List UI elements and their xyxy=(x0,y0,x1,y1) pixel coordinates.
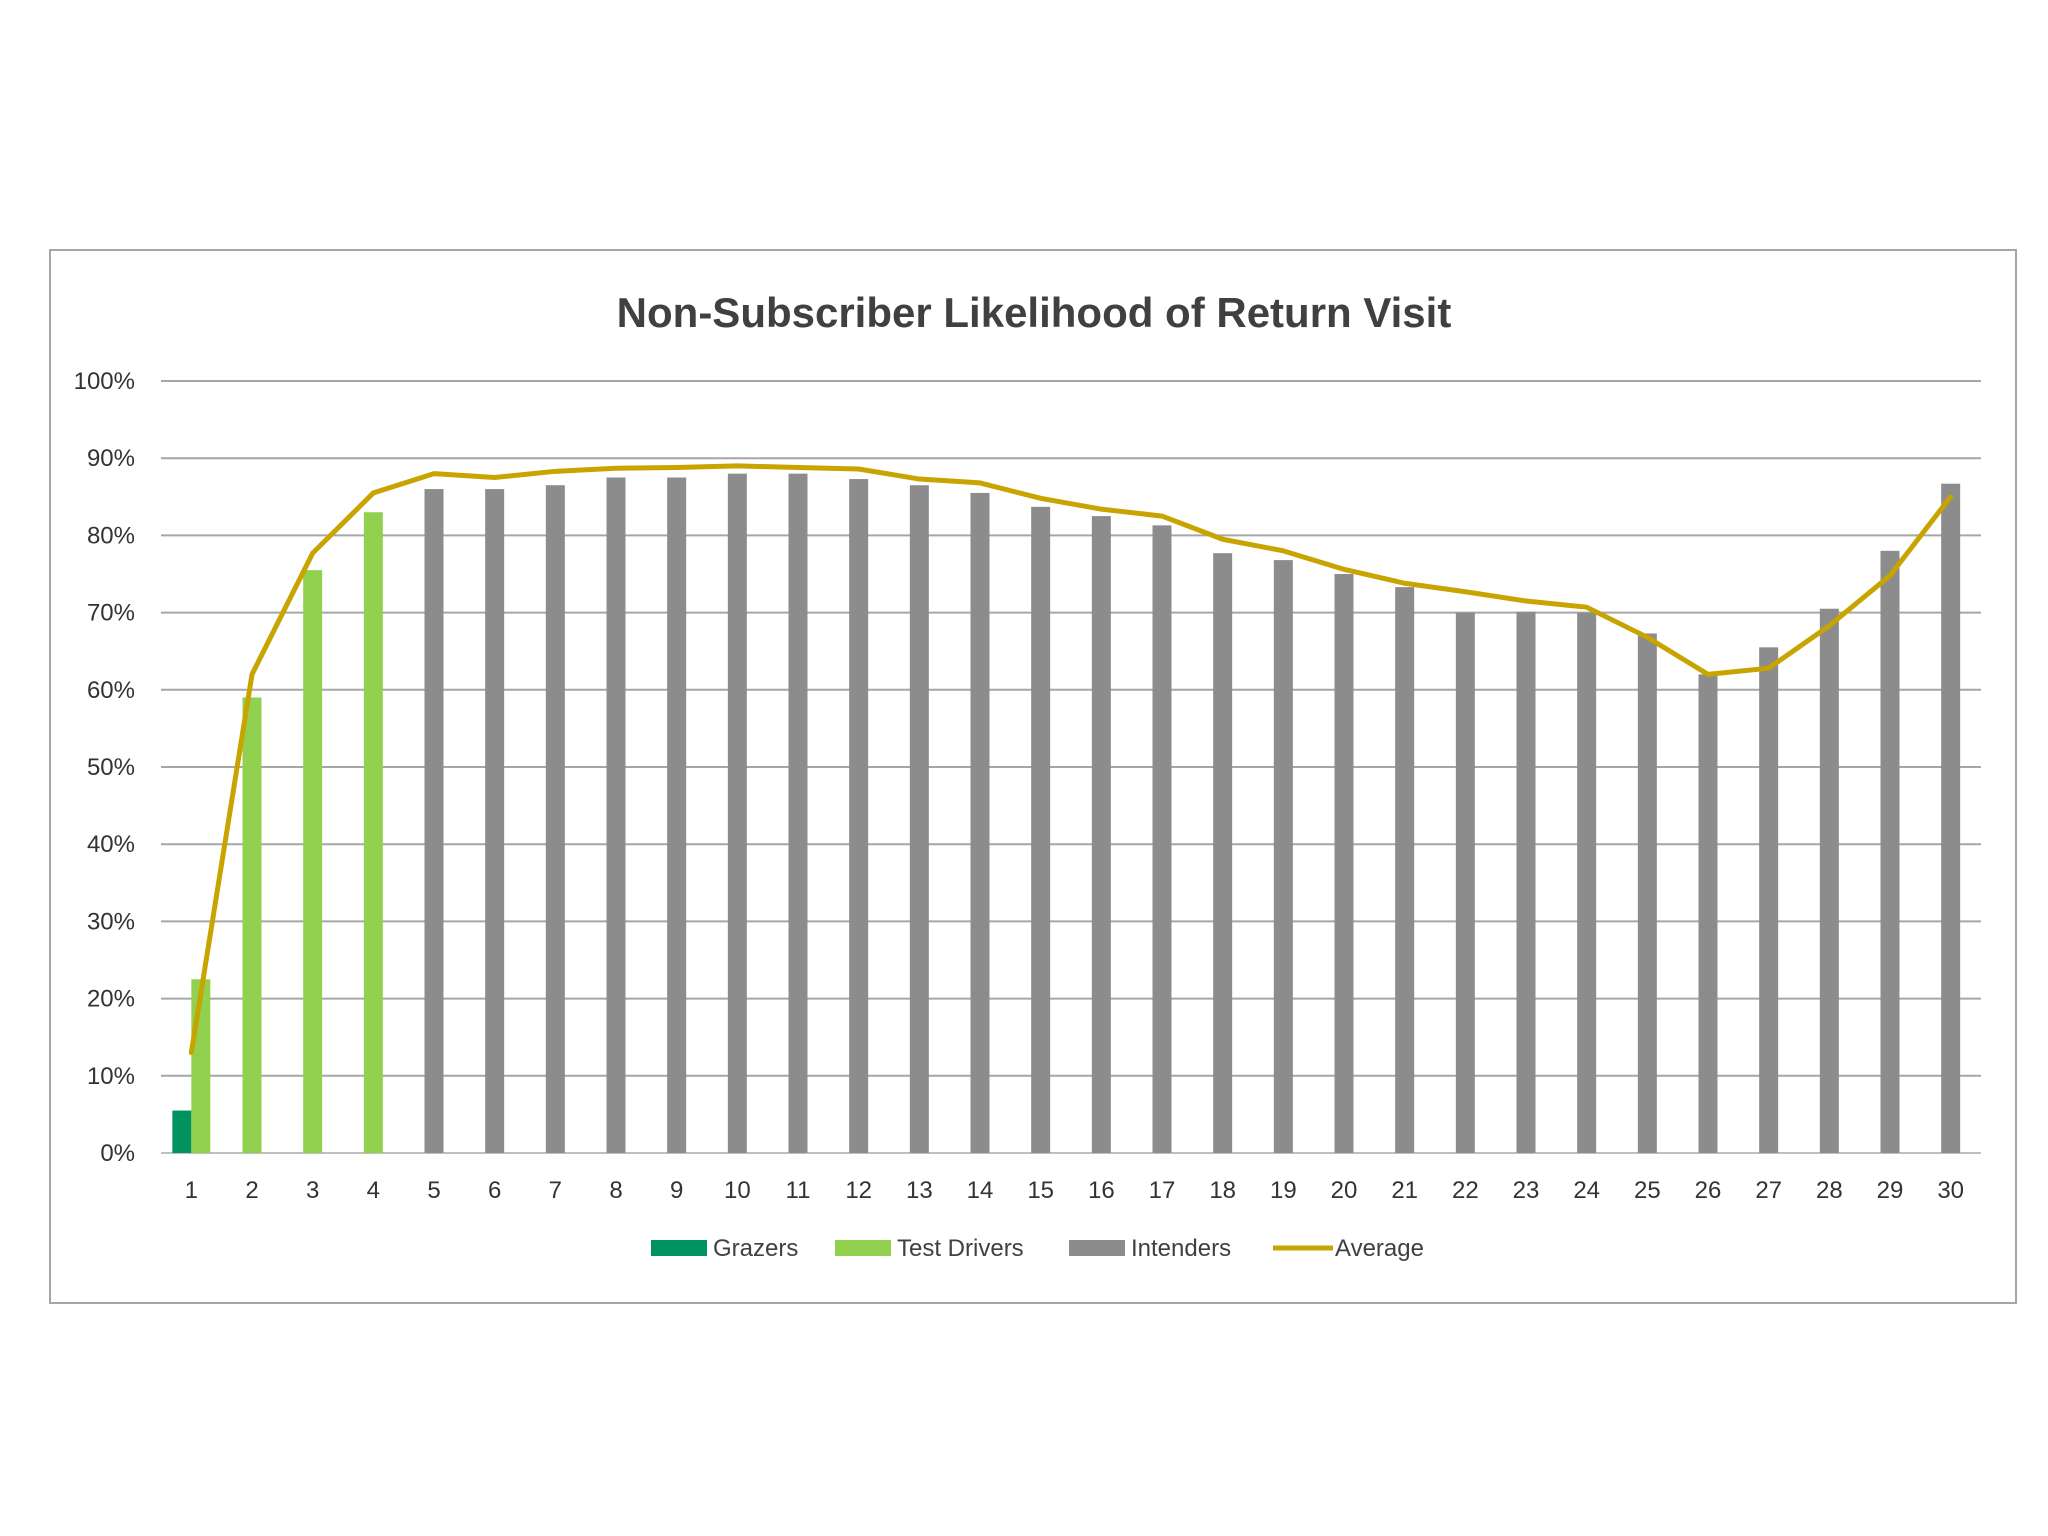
x-tick-label: 19 xyxy=(1270,1177,1297,1204)
x-tick-label: 12 xyxy=(845,1177,872,1204)
bar-intenders xyxy=(1819,608,1839,1153)
bar-intenders xyxy=(1455,612,1475,1153)
y-tick-label: 100% xyxy=(74,368,135,395)
legend-swatch-intenders xyxy=(1069,1240,1125,1256)
bar-intenders xyxy=(1941,483,1961,1153)
bar-intenders xyxy=(1577,612,1597,1153)
y-tick-label: 90% xyxy=(87,445,135,472)
x-tick-label: 30 xyxy=(1937,1177,1964,1204)
bar-test-drivers xyxy=(242,697,262,1153)
y-tick-label: 10% xyxy=(87,1063,135,1090)
x-tick-label: 27 xyxy=(1755,1177,1782,1204)
bar-intenders xyxy=(1698,674,1718,1153)
bar-intenders xyxy=(849,479,869,1153)
x-tick-label: 26 xyxy=(1695,1177,1722,1204)
x-tick-label: 18 xyxy=(1209,1177,1236,1204)
x-tick-label: 10 xyxy=(724,1177,751,1204)
x-tick-label: 4 xyxy=(367,1177,380,1204)
y-tick-label: 0% xyxy=(100,1140,135,1167)
bar-intenders xyxy=(970,492,990,1153)
x-tick-label: 6 xyxy=(488,1177,501,1204)
x-tick-label: 20 xyxy=(1331,1177,1358,1204)
chart-title: Non-Subscriber Likelihood of Return Visi… xyxy=(617,289,1452,336)
y-tick-label: 80% xyxy=(87,522,135,549)
legend-label: Intenders xyxy=(1131,1235,1231,1262)
x-tick-label: 1 xyxy=(185,1177,198,1204)
bar-test-drivers xyxy=(303,570,323,1153)
y-tick-label: 30% xyxy=(87,908,135,935)
x-tick-label: 8 xyxy=(609,1177,622,1204)
x-tick-label: 14 xyxy=(967,1177,994,1204)
y-tick-label: 20% xyxy=(87,986,135,1013)
legend-swatch-test-drivers xyxy=(835,1240,891,1256)
x-tick-label: 15 xyxy=(1027,1177,1054,1204)
x-tick-label: 7 xyxy=(549,1177,562,1204)
bar-intenders xyxy=(545,485,565,1154)
y-tick-label: 50% xyxy=(87,754,135,781)
x-tick-label: 9 xyxy=(670,1177,683,1204)
y-tick-label: 40% xyxy=(87,831,135,858)
bar-intenders xyxy=(788,473,808,1153)
y-axis-ticks: 0% 10% 20% 30% 40% 50% 60% 70% 80% 90% 100% xyxy=(74,368,135,1167)
x-tick-label: 23 xyxy=(1513,1177,1540,1204)
chart-svg: Non-Subscriber Likelihood of Return Visi… xyxy=(74,289,1981,1262)
series-line-average xyxy=(188,463,1954,1056)
x-tick-label: 28 xyxy=(1816,1177,1843,1204)
bars xyxy=(172,473,1961,1154)
bar-grazers xyxy=(172,1110,192,1153)
bar-intenders xyxy=(1152,525,1172,1153)
x-tick-label: 29 xyxy=(1877,1177,1904,1204)
y-tick-label: 60% xyxy=(87,677,135,704)
x-tick-label: 25 xyxy=(1634,1177,1661,1204)
y-tick-label: 70% xyxy=(87,600,135,627)
bar-intenders xyxy=(1031,506,1051,1153)
bar-intenders xyxy=(606,477,626,1153)
bar-test-drivers xyxy=(363,512,383,1153)
bar-intenders xyxy=(485,489,505,1153)
chart-frame: Non-Subscriber Likelihood of Return Visi… xyxy=(49,249,2017,1304)
x-tick-label: 3 xyxy=(306,1177,319,1204)
x-tick-label: 13 xyxy=(906,1177,933,1204)
bar-intenders xyxy=(424,489,444,1153)
bar-intenders xyxy=(1213,553,1233,1153)
bar-intenders xyxy=(1395,587,1415,1153)
x-tick-label: 24 xyxy=(1573,1177,1600,1204)
x-tick-label: 22 xyxy=(1452,1177,1479,1204)
x-tick-label: 5 xyxy=(427,1177,440,1204)
x-tick-label: 21 xyxy=(1391,1177,1418,1204)
bar-intenders xyxy=(1334,574,1354,1153)
bar-intenders xyxy=(727,473,747,1153)
legend-label: Grazers xyxy=(713,1235,798,1262)
x-axis-ticks: 1 2 3 4 5 6 7 8 9 10 11 12 13 14 15 16 17 18 19 20 21 22 23 24 2… xyxy=(185,1177,1964,1204)
legend: Grazers Test Drivers Intenders Average xyxy=(651,1235,1424,1262)
x-tick-label: 16 xyxy=(1088,1177,1115,1204)
bar-intenders xyxy=(1759,647,1779,1153)
bar-intenders xyxy=(667,477,687,1153)
bar-intenders xyxy=(909,485,929,1154)
bar-intenders xyxy=(1516,611,1536,1153)
bar-intenders xyxy=(1273,560,1293,1153)
x-tick-label: 11 xyxy=(786,1177,811,1204)
bar-intenders xyxy=(1637,633,1657,1153)
legend-label: Average xyxy=(1335,1235,1424,1262)
legend-label: Test Drivers xyxy=(897,1235,1024,1262)
x-tick-label: 17 xyxy=(1149,1177,1176,1204)
average-line-layer xyxy=(188,463,1954,1056)
bar-intenders xyxy=(1091,516,1111,1153)
grid-layer xyxy=(161,380,1981,1154)
legend-swatch-grazers xyxy=(651,1240,707,1256)
x-tick-label: 2 xyxy=(245,1177,258,1204)
bar-intenders xyxy=(1880,550,1900,1153)
